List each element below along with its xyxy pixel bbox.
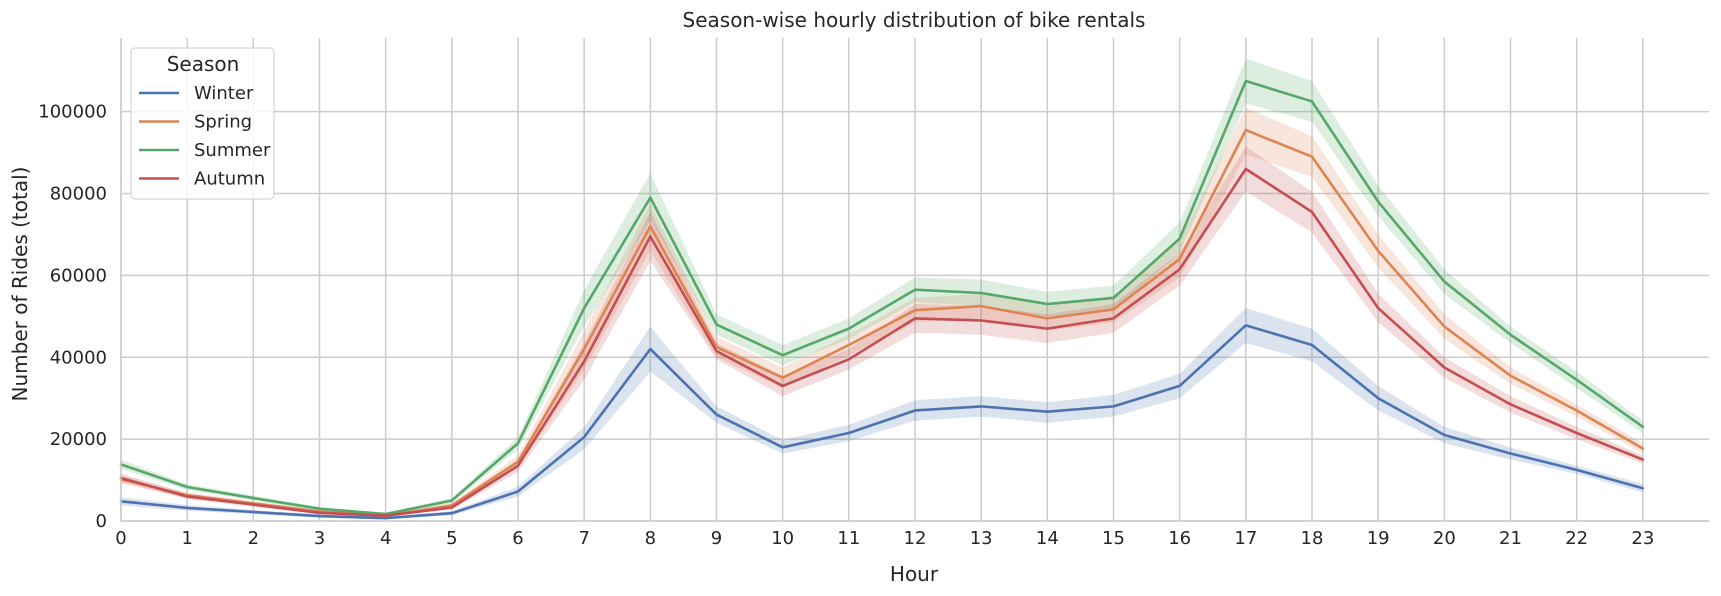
ci-band-winter bbox=[121, 308, 1643, 520]
x-tick-label: 11 bbox=[837, 528, 860, 549]
legend-label-winter: Winter bbox=[194, 83, 254, 104]
legend-label-summer: Summer bbox=[194, 140, 271, 161]
x-tick-label: 10 bbox=[771, 528, 794, 549]
x-tick-label: 2 bbox=[248, 528, 259, 549]
legend-items: Winter Spring Summer Autumn bbox=[139, 83, 271, 190]
x-tick-label: 18 bbox=[1301, 528, 1324, 549]
series-line-summer bbox=[119, 79, 1645, 516]
axis-layer bbox=[120, 38, 1709, 522]
x-tick-label: 17 bbox=[1234, 528, 1257, 549]
chart-title: Season-wise hourly distribution of bike … bbox=[683, 8, 1146, 32]
y-tick-label: 20000 bbox=[50, 429, 107, 450]
x-tick-label: 3 bbox=[314, 528, 325, 549]
x-tick-label: 16 bbox=[1168, 528, 1191, 549]
x-tick-label: 6 bbox=[512, 528, 523, 549]
legend: Season Winter Spring Summer Autumn bbox=[130, 47, 275, 200]
x-tick-label: 8 bbox=[645, 528, 656, 549]
x-tick-label: 4 bbox=[380, 528, 391, 549]
series-line-winter bbox=[119, 324, 1645, 520]
legend-item-summer: Summer bbox=[139, 140, 271, 161]
legend-label-autumn: Autumn bbox=[194, 169, 265, 190]
x-axis-label: Hour bbox=[890, 562, 939, 586]
y-tick-label: 40000 bbox=[50, 347, 107, 368]
x-tick-label: 9 bbox=[711, 528, 722, 549]
x-tick-label: 12 bbox=[904, 528, 927, 549]
legend-title: Season bbox=[167, 52, 240, 76]
legend-item-spring: Spring bbox=[139, 112, 252, 133]
x-tick-label: 22 bbox=[1565, 528, 1588, 549]
series-line-autumn bbox=[119, 167, 1645, 517]
x-tick-label: 15 bbox=[1102, 528, 1125, 549]
legend-box bbox=[130, 47, 275, 200]
x-tick-label: 1 bbox=[181, 528, 192, 549]
y-tick-label: 80000 bbox=[50, 184, 107, 205]
y-axis-label: Number of Rides (total) bbox=[8, 167, 32, 402]
tick-label-layer: 0 1 2 3 4 5 6 7 8 9 10 11 12 13 14 15 16 17 18 19 20 21 22 2302… bbox=[38, 102, 1654, 549]
x-tick-label: 19 bbox=[1367, 528, 1390, 549]
x-tick-label: 14 bbox=[1036, 528, 1059, 549]
x-tick-label: 23 bbox=[1631, 528, 1654, 549]
x-tick-label: 21 bbox=[1499, 528, 1522, 549]
y-tick-label: 100000 bbox=[38, 102, 107, 123]
ci-band-autumn bbox=[121, 146, 1643, 517]
series-line-layer bbox=[119, 79, 1645, 520]
legend-label-spring: Spring bbox=[194, 112, 252, 133]
y-tick-label: 60000 bbox=[50, 265, 107, 286]
legend-item-winter: Winter bbox=[139, 83, 254, 104]
y-tick-label: 0 bbox=[96, 511, 107, 532]
legend-item-autumn: Autumn bbox=[139, 169, 265, 190]
x-tick-label: 5 bbox=[446, 528, 457, 549]
x-tick-label: 13 bbox=[970, 528, 993, 549]
x-tick-label: 0 bbox=[115, 528, 126, 549]
x-tick-label: 20 bbox=[1433, 528, 1456, 549]
ci-band-layer bbox=[121, 58, 1643, 520]
x-tick-label: 7 bbox=[578, 528, 589, 549]
